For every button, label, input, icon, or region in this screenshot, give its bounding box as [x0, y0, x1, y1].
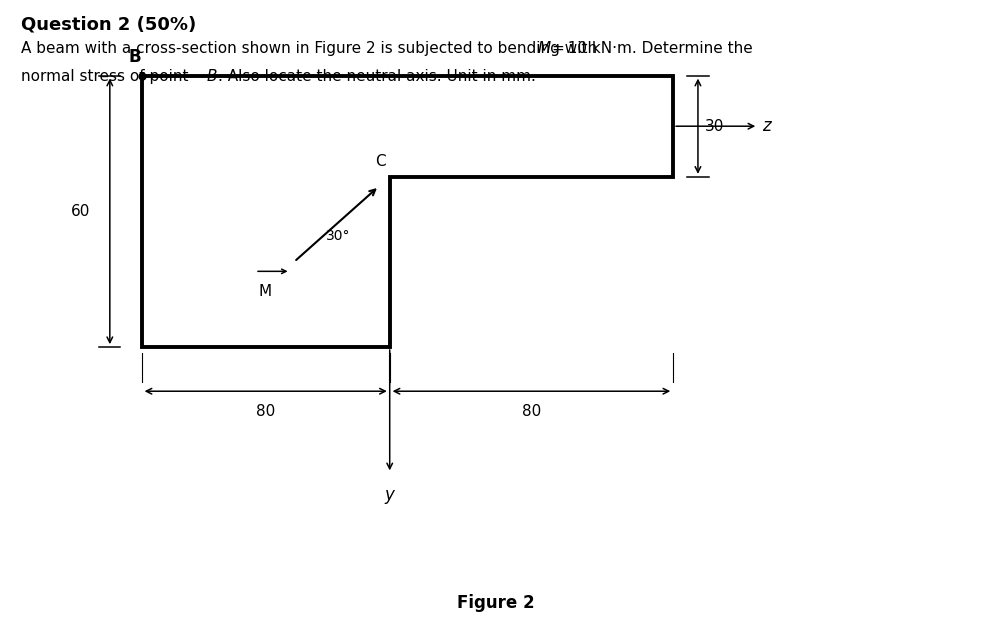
- Text: . Also locate the neutral axis. Unit in mm.: . Also locate the neutral axis. Unit in …: [217, 69, 536, 85]
- Text: B: B: [207, 69, 217, 85]
- Text: 30°: 30°: [326, 229, 350, 243]
- Text: 80: 80: [256, 404, 276, 419]
- Text: M: M: [259, 284, 272, 299]
- Text: Figure 2: Figure 2: [457, 594, 535, 612]
- Text: A beam with a cross-section shown in Figure 2 is subjected to bending with: A beam with a cross-section shown in Fig…: [21, 41, 602, 56]
- Text: z: z: [762, 117, 771, 135]
- Text: normal stress of point: normal stress of point: [21, 69, 193, 85]
- Text: y: y: [385, 486, 395, 504]
- Text: 60: 60: [70, 204, 90, 219]
- Text: Question 2 (50%): Question 2 (50%): [21, 16, 196, 34]
- Text: 80: 80: [522, 404, 541, 419]
- Text: M: M: [538, 41, 551, 56]
- Text: C: C: [376, 154, 386, 169]
- Text: B: B: [128, 48, 141, 66]
- Text: = 10 kN·m. Determine the: = 10 kN·m. Determine the: [550, 41, 753, 56]
- Text: 30: 30: [705, 119, 724, 134]
